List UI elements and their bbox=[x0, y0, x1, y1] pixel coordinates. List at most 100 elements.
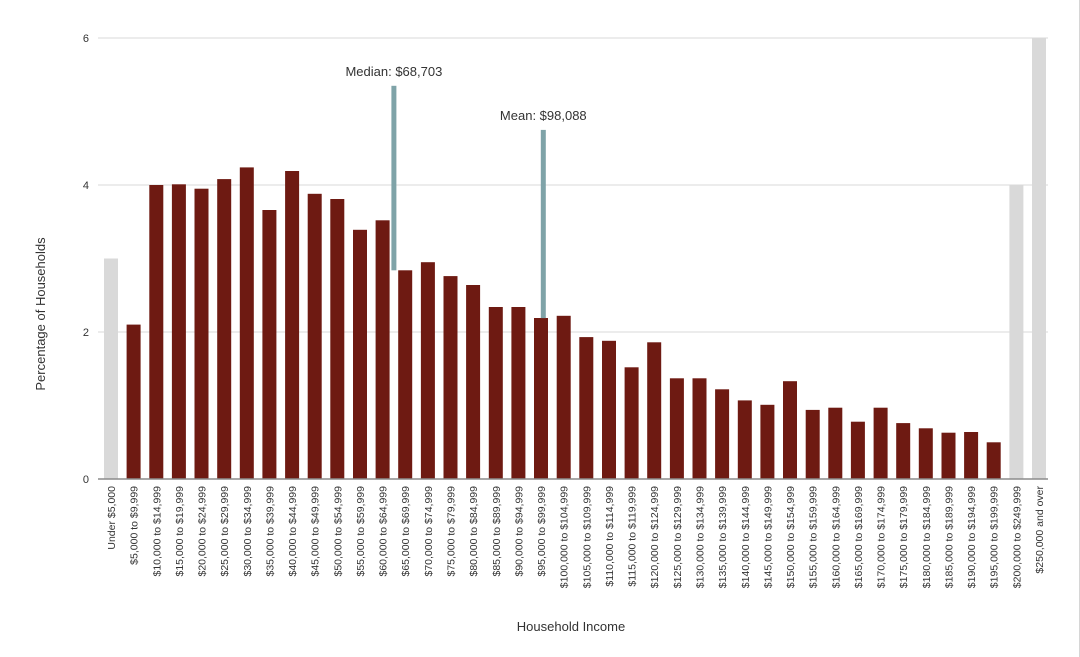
x-tick-label: Under $5,000 bbox=[106, 486, 118, 550]
annotation-marker-line bbox=[391, 85, 397, 271]
bar bbox=[896, 423, 911, 479]
y-axis-ticks: 0 2 4 6 bbox=[83, 33, 89, 486]
bar bbox=[262, 210, 277, 479]
bar bbox=[579, 337, 594, 479]
bar bbox=[466, 285, 481, 479]
bar bbox=[805, 409, 820, 479]
x-axis-tick-labels: Under $5,000 $5,000 to $9,999 $10,000 to $… bbox=[106, 486, 1046, 589]
x-tick-label: $45,000 to $49,999 bbox=[310, 486, 322, 577]
x-tick-label: $165,000 to $169,999 bbox=[853, 486, 865, 588]
bar bbox=[1009, 185, 1024, 479]
bar bbox=[534, 318, 548, 479]
x-tick-label: $120,000 to $124,999 bbox=[649, 486, 661, 588]
x-tick-label: $125,000 to $129,999 bbox=[672, 486, 684, 588]
bar bbox=[602, 340, 616, 479]
x-tick-label: $40,000 to $44,999 bbox=[287, 486, 299, 577]
x-tick-label: $20,000 to $24,999 bbox=[197, 486, 209, 577]
x-tick-label: $10,000 to $14,999 bbox=[151, 486, 163, 577]
y-tick-label: 4 bbox=[83, 180, 89, 192]
bar bbox=[986, 442, 1001, 480]
y-axis-label: Percentage of Households bbox=[33, 237, 48, 391]
x-tick-label: $110,000 to $114,999 bbox=[604, 486, 616, 587]
x-tick-label: $200,000 to $249,999 bbox=[1011, 486, 1023, 588]
x-tick-label: $195,000 to $199,999 bbox=[989, 486, 1001, 588]
x-tick-label: $145,000 to $149,999 bbox=[762, 486, 774, 588]
x-tick-label: $135,000 to $139,999 bbox=[717, 486, 729, 588]
bar bbox=[624, 367, 639, 479]
bar bbox=[692, 378, 707, 479]
x-tick-label: $180,000 to $184,999 bbox=[921, 486, 933, 588]
x-tick-label: $55,000 to $59,999 bbox=[355, 486, 367, 577]
bar bbox=[171, 184, 186, 480]
bar bbox=[941, 432, 956, 479]
annotation-label: Mean: $98,088 bbox=[500, 108, 587, 123]
bar bbox=[556, 315, 571, 479]
bar bbox=[307, 193, 322, 480]
x-tick-label: $175,000 to $179,999 bbox=[898, 486, 910, 588]
bar bbox=[737, 400, 752, 479]
x-tick-label: $130,000 to $134,999 bbox=[695, 486, 707, 588]
x-tick-label: $5,000 to $9,999 bbox=[129, 486, 141, 565]
bar bbox=[964, 432, 979, 479]
y-tick-label: 6 bbox=[83, 33, 89, 45]
x-tick-label: $95,000 to $99,999 bbox=[536, 486, 548, 577]
bar bbox=[669, 378, 684, 479]
x-tick-label: $60,000 to $64,999 bbox=[378, 486, 390, 577]
annotation-markers: Median: $68,703 Mean: $98,088 bbox=[345, 64, 587, 319]
x-tick-label: $185,000 to $189,999 bbox=[944, 486, 956, 588]
x-axis-label: Household Income bbox=[517, 619, 625, 634]
bar bbox=[760, 404, 775, 479]
x-tick-label: $90,000 to $94,999 bbox=[513, 486, 525, 577]
x-tick-label: $70,000 to $74,999 bbox=[423, 486, 435, 577]
x-tick-label: $15,000 to $19,999 bbox=[174, 486, 186, 577]
x-tick-label: $150,000 to $154,999 bbox=[785, 486, 797, 588]
bars bbox=[104, 38, 1046, 480]
x-tick-label: $75,000 to $79,999 bbox=[446, 486, 458, 577]
x-tick-label: $50,000 to $54,999 bbox=[332, 486, 344, 577]
x-tick-label: $100,000 to $104,999 bbox=[559, 486, 571, 588]
bar bbox=[783, 381, 797, 479]
x-tick-label: $35,000 to $39,999 bbox=[264, 486, 276, 577]
bar bbox=[420, 262, 435, 479]
bar bbox=[1032, 38, 1046, 479]
x-tick-label: $105,000 to $109,999 bbox=[581, 486, 593, 588]
bar bbox=[126, 324, 141, 479]
bar bbox=[850, 421, 865, 479]
bar bbox=[443, 276, 458, 479]
bar bbox=[104, 258, 118, 479]
bar bbox=[873, 407, 888, 479]
x-tick-label: $190,000 to $194,999 bbox=[966, 486, 978, 588]
bar bbox=[149, 185, 164, 479]
annotation-label: Median: $68,703 bbox=[345, 64, 442, 79]
bar bbox=[828, 407, 843, 479]
bar bbox=[353, 229, 367, 479]
x-tick-label: $85,000 to $89,999 bbox=[491, 486, 503, 577]
x-tick-label: $155,000 to $159,999 bbox=[808, 486, 820, 588]
bar bbox=[488, 307, 503, 479]
bar bbox=[375, 220, 390, 480]
x-tick-label: $25,000 to $29,999 bbox=[219, 486, 231, 577]
x-tick-label: $140,000 to $144,999 bbox=[740, 486, 752, 588]
bar bbox=[194, 188, 209, 479]
bar bbox=[715, 389, 730, 479]
bar bbox=[511, 307, 526, 479]
bar bbox=[647, 342, 662, 479]
x-tick-label: $250,000 and over bbox=[1034, 486, 1046, 574]
gridlines bbox=[98, 37, 1048, 333]
annotation-marker-line bbox=[540, 129, 546, 319]
bar bbox=[918, 428, 933, 479]
x-tick-label: $115,000 to $119,999 bbox=[627, 486, 639, 587]
bar bbox=[217, 179, 232, 479]
x-tick-label: $160,000 to $164,999 bbox=[830, 486, 842, 588]
y-tick-label: 0 bbox=[83, 474, 89, 486]
x-tick-label: $80,000 to $84,999 bbox=[468, 486, 480, 577]
bar bbox=[398, 270, 413, 479]
x-tick-label: $170,000 to $174,999 bbox=[876, 486, 888, 588]
bar bbox=[330, 199, 345, 479]
x-tick-label: $65,000 to $69,999 bbox=[400, 486, 412, 577]
bar bbox=[239, 167, 254, 479]
y-tick-label: 2 bbox=[83, 327, 89, 339]
bar bbox=[285, 171, 300, 479]
x-tick-label: $30,000 to $34,999 bbox=[242, 486, 254, 577]
